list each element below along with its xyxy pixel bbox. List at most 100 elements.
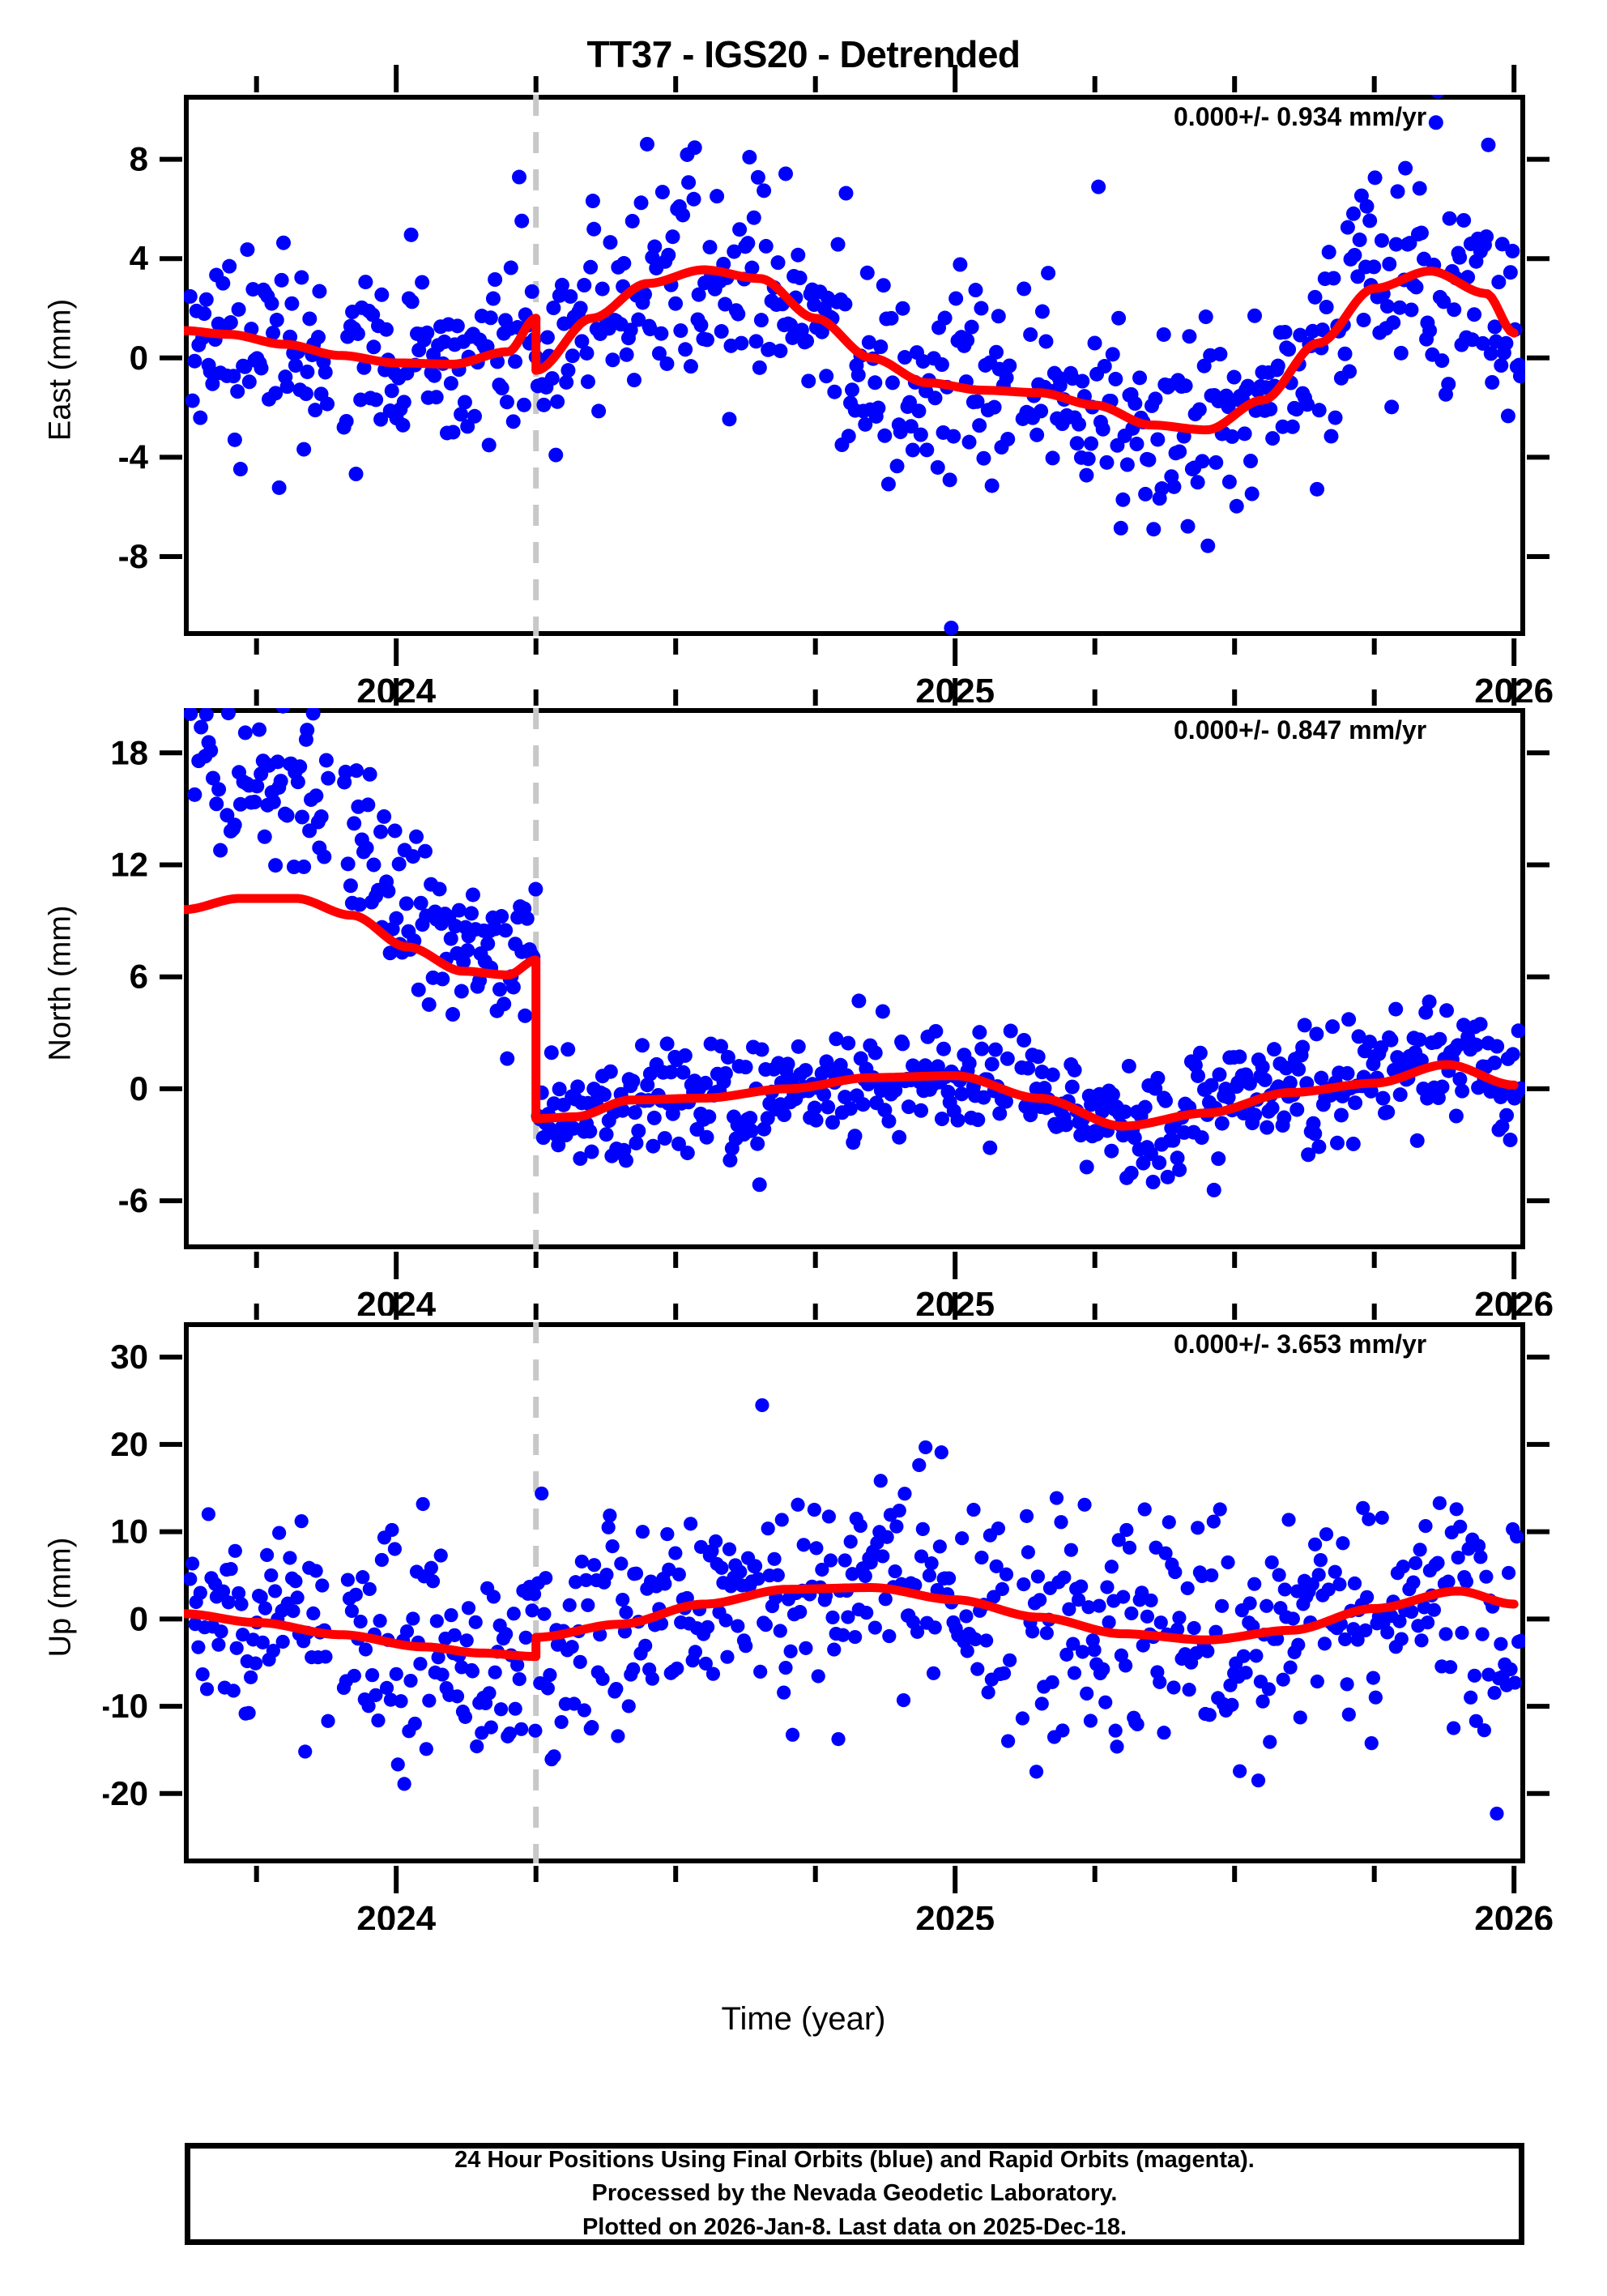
data-point xyxy=(292,759,308,775)
data-point xyxy=(1441,1574,1456,1589)
data-point xyxy=(841,429,856,444)
data-point xyxy=(867,1045,883,1061)
data-point xyxy=(1064,1543,1078,1557)
data-point xyxy=(1340,1677,1354,1692)
data-point xyxy=(1034,304,1050,319)
data-point xyxy=(989,344,1004,360)
data-point xyxy=(1278,1061,1294,1076)
data-point xyxy=(720,1649,735,1664)
data-point xyxy=(1153,1615,1168,1630)
data-point xyxy=(659,356,675,371)
data-point xyxy=(361,1699,376,1713)
data-point xyxy=(1408,1556,1423,1571)
data-point xyxy=(374,1552,389,1568)
data-point xyxy=(381,883,396,898)
data-point xyxy=(1455,1083,1470,1099)
data-point xyxy=(365,307,381,322)
data-point xyxy=(1187,1620,1201,1636)
data-point xyxy=(516,397,531,412)
data-point xyxy=(499,1627,514,1641)
data-point xyxy=(1507,1675,1522,1690)
data-point xyxy=(308,403,323,418)
data-point xyxy=(1226,369,1242,385)
data-point xyxy=(1380,1625,1395,1640)
data-point xyxy=(1300,397,1315,412)
data-point xyxy=(1001,1734,1016,1748)
data-point xyxy=(247,794,262,809)
data-point xyxy=(762,341,778,356)
data-point xyxy=(241,1705,256,1720)
data-point xyxy=(1315,322,1330,338)
data-point xyxy=(1346,1622,1361,1637)
data-point xyxy=(705,1667,721,1681)
data-point xyxy=(1003,1023,1018,1039)
data-point xyxy=(603,235,618,250)
data-point xyxy=(1257,1072,1272,1087)
data-point xyxy=(880,476,896,492)
data-point xyxy=(1029,1765,1044,1779)
data-point xyxy=(642,322,658,337)
data-point xyxy=(609,1681,624,1696)
data-point xyxy=(585,1720,599,1735)
data-point xyxy=(1387,1062,1402,1078)
data-point xyxy=(908,1577,923,1593)
data-point xyxy=(714,324,729,339)
data-point xyxy=(1412,1032,1427,1048)
data-point xyxy=(1194,1130,1209,1146)
data-point xyxy=(391,856,407,872)
data-point xyxy=(676,1065,691,1080)
data-point xyxy=(926,1666,941,1680)
data-point xyxy=(1501,1565,1516,1581)
data-point xyxy=(306,1606,321,1620)
data-point xyxy=(699,1129,714,1145)
data-point xyxy=(603,1064,618,1079)
data-point xyxy=(896,1692,911,1708)
data-point xyxy=(673,323,688,339)
data-point xyxy=(1356,1500,1370,1515)
data-point xyxy=(1015,1711,1030,1726)
data-point xyxy=(888,1564,902,1579)
data-point xyxy=(403,227,419,242)
data-point xyxy=(220,708,236,721)
data-point xyxy=(317,849,332,864)
data-point xyxy=(254,361,269,376)
data-point xyxy=(1166,479,1182,494)
data-point xyxy=(574,1554,589,1569)
data-point xyxy=(1000,1051,1015,1066)
data-point xyxy=(912,1457,927,1472)
data-point xyxy=(1313,1553,1328,1568)
data-point xyxy=(974,1550,989,1565)
data-point xyxy=(1511,1023,1525,1039)
data-point xyxy=(998,1094,1013,1109)
data-point xyxy=(995,1581,1009,1596)
data-point xyxy=(1307,289,1323,305)
data-point xyxy=(1317,1637,1332,1651)
data-point xyxy=(770,255,786,271)
data-point xyxy=(1272,1568,1286,1582)
data-point xyxy=(960,1644,974,1658)
data-point xyxy=(500,1051,515,1066)
data-point xyxy=(1321,245,1336,260)
data-point xyxy=(621,1699,636,1713)
data-point xyxy=(1150,1070,1166,1086)
data-point xyxy=(211,1637,226,1652)
data-point xyxy=(362,1581,377,1597)
data-point xyxy=(629,1135,644,1150)
data-point xyxy=(343,878,358,894)
data-point xyxy=(456,954,471,970)
data-point xyxy=(369,392,384,408)
data-point xyxy=(1471,1538,1486,1553)
data-point xyxy=(1079,467,1094,483)
data-point xyxy=(315,1578,330,1593)
data-point xyxy=(876,278,891,293)
data-point xyxy=(193,1585,207,1600)
data-point xyxy=(1330,1135,1345,1150)
data-point xyxy=(1311,1568,1326,1582)
data-point xyxy=(348,1587,363,1602)
data-point xyxy=(1104,1143,1119,1159)
data-point xyxy=(722,412,737,427)
data-point xyxy=(999,1567,1014,1581)
data-point xyxy=(240,242,255,258)
data-point xyxy=(586,221,602,237)
data-point xyxy=(224,1562,238,1577)
